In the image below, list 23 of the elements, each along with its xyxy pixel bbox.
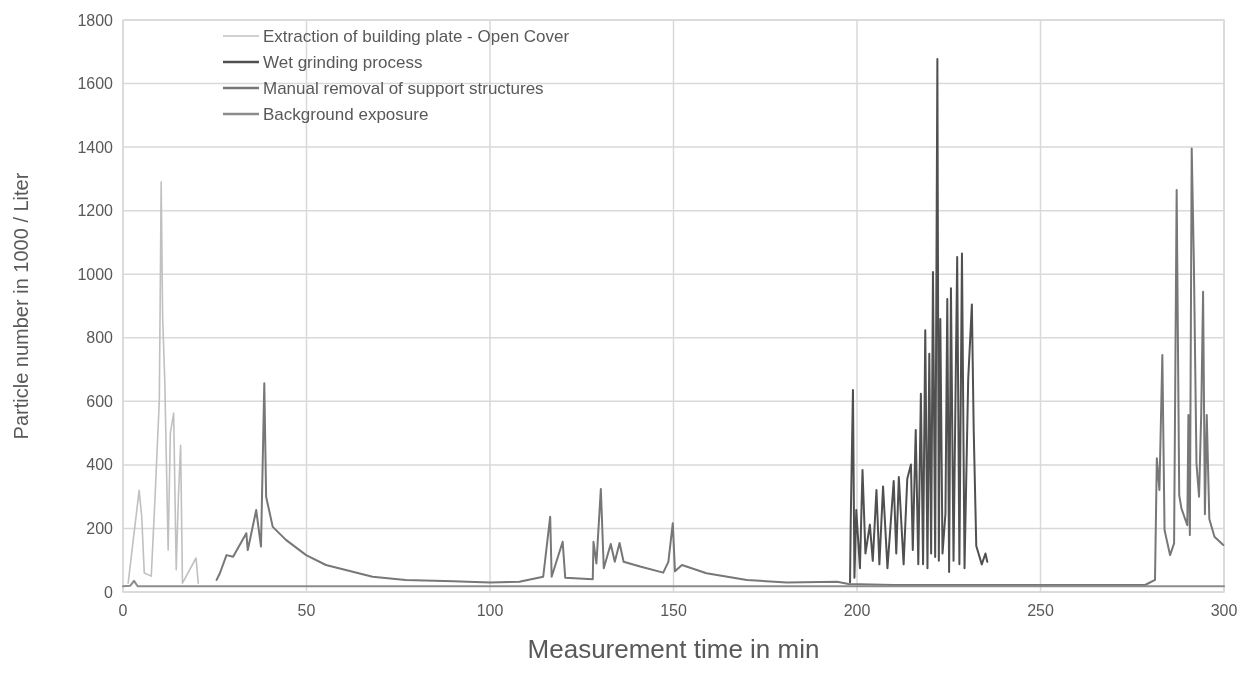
x-tick-label: 100 [476, 602, 504, 619]
legend-label: Manual removal of support structures [263, 78, 544, 98]
x-tick-label: 200 [843, 602, 871, 619]
y-tick-label: 200 [86, 520, 114, 538]
x-tick-label: 250 [1027, 602, 1054, 619]
y-tick-label: 1200 [77, 202, 114, 220]
x-tick-label: 50 [297, 602, 316, 619]
y-tick-label: 800 [86, 329, 114, 347]
y-tick-label: 1800 [77, 11, 114, 29]
legend-label: Extraction of building plate - Open Cover [263, 26, 570, 46]
x-axis-title: Measurement time in min [527, 634, 820, 664]
x-tick-label: 150 [660, 602, 687, 619]
legend-label: Wet grinding process [263, 52, 423, 72]
y-tick-label: 1600 [77, 75, 114, 93]
legend-label: Background exposure [263, 104, 429, 124]
y-tick-label: 600 [86, 392, 114, 410]
x-tick-label: 0 [118, 602, 128, 619]
y-tick-label: 0 [104, 583, 114, 601]
y-tick-label: 400 [86, 456, 114, 474]
y-axis-title: Particle number in 1000 / Liter [10, 172, 32, 440]
x-tick-label: 300 [1210, 602, 1238, 619]
y-tick-label: 1000 [77, 265, 114, 283]
y-tick-label: 1400 [77, 138, 114, 156]
